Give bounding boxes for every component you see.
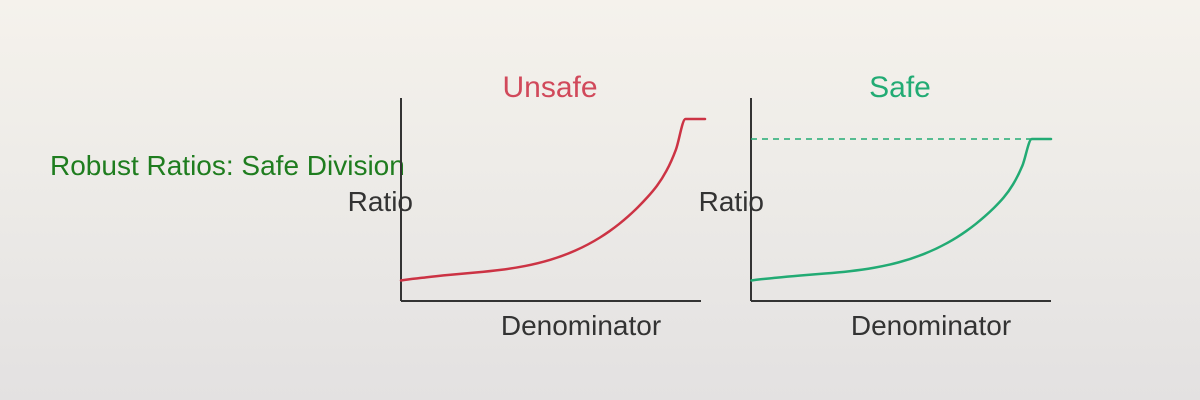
svg-text:Ratio: Ratio bbox=[348, 186, 413, 217]
svg-text:Unsafe: Unsafe bbox=[502, 71, 597, 104]
svg-text:Safe: Safe bbox=[869, 71, 931, 104]
svg-text:Denominator: Denominator bbox=[851, 310, 1011, 341]
svg-text:Denominator: Denominator bbox=[501, 310, 661, 341]
svg-text:Ratio: Ratio bbox=[699, 186, 764, 217]
